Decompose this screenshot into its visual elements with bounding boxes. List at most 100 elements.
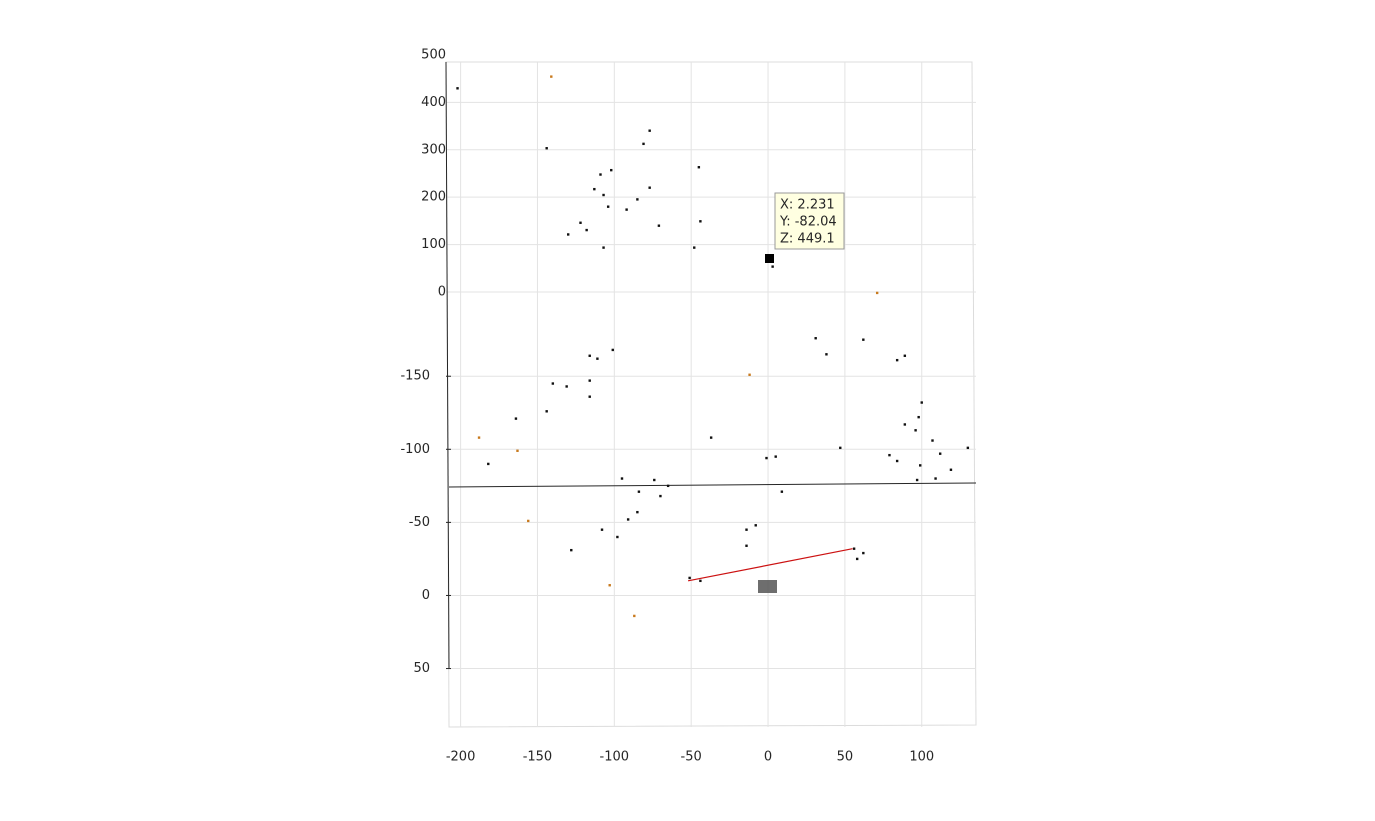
point: [608, 584, 611, 587]
point: [754, 524, 757, 527]
point: [602, 246, 605, 249]
point: [919, 464, 922, 467]
point: [516, 449, 519, 452]
point: [862, 338, 865, 341]
point: [648, 186, 651, 189]
point: [699, 220, 702, 223]
point: [934, 477, 937, 480]
plane-edge: [448, 482, 977, 488]
point: [637, 490, 641, 493]
z-tick-label: 500: [421, 48, 446, 63]
point: [903, 423, 907, 426]
point: [709, 436, 713, 439]
point: [648, 129, 651, 132]
point: [610, 168, 613, 172]
x-tick-label: -100: [600, 750, 630, 765]
x-tick-label: -50: [681, 750, 702, 765]
x-tick-label: -200: [446, 750, 476, 765]
point: [699, 579, 702, 583]
trajectory: [687, 548, 853, 582]
y-tick-label: 0: [422, 588, 430, 603]
point: [545, 410, 548, 413]
point: [745, 528, 748, 531]
y-tick-label: -100: [400, 442, 430, 457]
point: [588, 379, 591, 382]
y-tick-label: -150: [400, 369, 430, 384]
point: [626, 518, 630, 521]
point: [657, 224, 661, 227]
point: [653, 478, 656, 482]
point: [625, 208, 628, 211]
point: [588, 395, 591, 398]
point: [914, 429, 917, 432]
point: [593, 187, 596, 191]
datatip-line: Y: -82.04: [779, 215, 837, 230]
point: [895, 459, 899, 463]
point: [616, 535, 619, 539]
point: [920, 401, 923, 404]
point: [903, 354, 907, 357]
point: [745, 544, 748, 547]
point: [642, 142, 645, 146]
point: [697, 166, 701, 169]
point: [565, 385, 568, 388]
x-tick-label: 0: [764, 750, 772, 765]
z-tick-label: 400: [421, 95, 446, 110]
point: [862, 551, 865, 555]
point: [771, 265, 774, 268]
point: [748, 373, 751, 376]
point: [477, 436, 481, 439]
x-tick-label: -150: [523, 750, 553, 765]
point: [852, 547, 856, 550]
point: [633, 614, 636, 618]
datatip-box: [774, 192, 845, 250]
point: [602, 193, 605, 197]
point: [579, 221, 582, 224]
point: [839, 446, 842, 450]
point: [814, 337, 817, 340]
point: [636, 510, 639, 514]
x-tick-label: 50: [837, 750, 854, 765]
point: [765, 456, 768, 460]
datatip-marker: [765, 254, 774, 263]
point: [688, 576, 691, 580]
z-tick-label: 0: [438, 284, 446, 299]
z-tick-label: 100: [421, 237, 446, 252]
point: [456, 87, 459, 90]
point: [585, 228, 588, 232]
marks: [456, 75, 970, 618]
point: [570, 548, 573, 552]
point: [588, 354, 591, 357]
point: [487, 462, 490, 466]
y-tick-label: 50: [413, 661, 430, 676]
point: [825, 353, 828, 356]
point: [966, 446, 970, 450]
y-tick-label: -50: [409, 515, 430, 530]
point: [545, 147, 548, 150]
point: [596, 357, 599, 360]
point: [600, 528, 604, 531]
grid: [446, 62, 976, 727]
z-tick-label: 300: [421, 142, 446, 157]
point: [567, 233, 570, 236]
point: [551, 382, 555, 385]
point: [693, 246, 696, 249]
z-axis-line: [445, 61, 450, 669]
camera-marker: [758, 580, 777, 593]
point: [938, 452, 942, 455]
point: [611, 348, 614, 352]
point: [774, 455, 777, 458]
point: [917, 415, 920, 419]
datatip-line: Z: 449.1: [780, 232, 835, 247]
point: [931, 439, 934, 442]
point: [514, 417, 518, 420]
point: [527, 519, 530, 523]
point: [599, 173, 602, 176]
point: [666, 484, 670, 488]
point: [949, 468, 953, 471]
point: [636, 198, 639, 201]
point: [855, 557, 859, 561]
